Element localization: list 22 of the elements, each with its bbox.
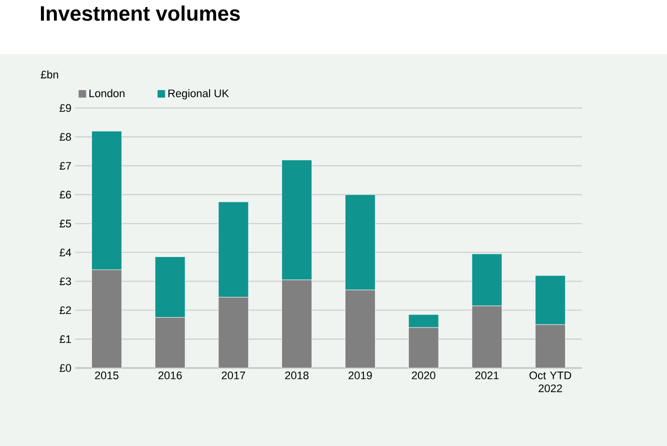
x-tick-label: 2021 [475,372,499,380]
legend-label: London [89,89,124,98]
y-tick-label: £4 [60,248,72,256]
y-tick-label: £7 [60,162,71,170]
x-tick-label: 2015 [95,372,118,380]
x-tick-label: 2019 [348,372,372,380]
legend-label: Regional UK [168,89,229,100]
x-tick-label: 2020 [412,372,436,380]
y-tick-label: £9 [60,104,71,112]
x-tick-label: 2018 [285,372,309,380]
y-tick-label: £2 [60,306,71,314]
chart-title: Investment volumes [40,6,240,21]
y-tick-label: £0 [60,364,72,372]
x-tick-label: 2016 [158,372,182,380]
y-tick-label: £1 [60,335,71,343]
y-tick-label: £8 [60,133,71,141]
y-tick-label: £5 [60,220,72,228]
y-tick-label: £6 [60,190,71,199]
y-tick-label: £3 [60,277,71,286]
x-tick-label: 2017 [222,372,246,380]
y-axis-title: £bn [40,70,58,78]
x-tick-label: Oct YTD 2022 [530,372,572,392]
